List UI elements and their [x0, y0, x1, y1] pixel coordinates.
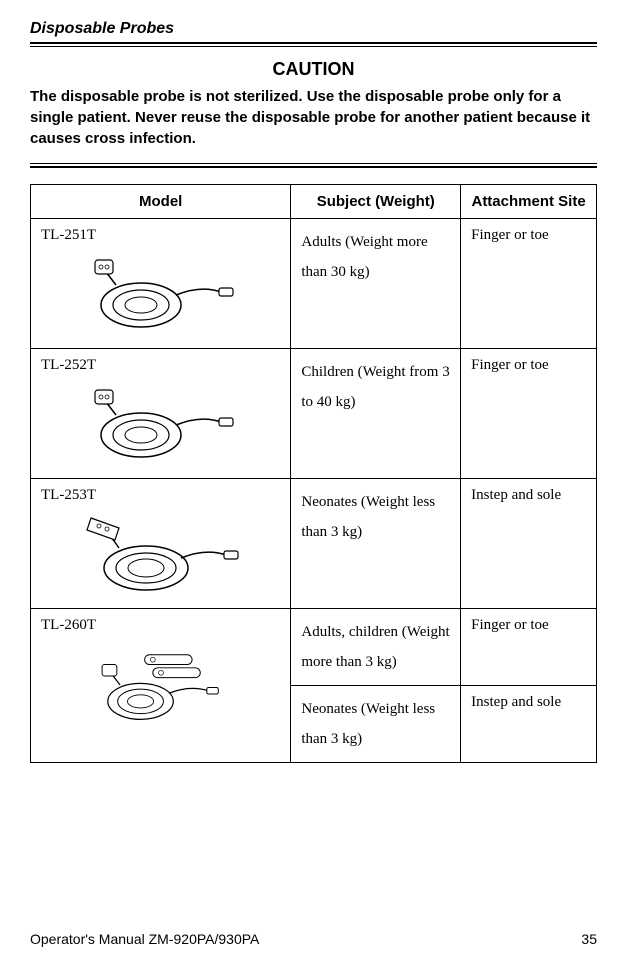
probe-table: Model Subject (Weight) Attachment Site T… — [30, 184, 597, 763]
probe-illustration — [41, 380, 280, 470]
cell-subject: Neonates (Weight less than 3 kg) — [291, 479, 461, 609]
footer-left: Operator's Manual ZM-920PA/930PA — [30, 931, 259, 947]
cell-subject: Adults (Weight more than 30 kg) — [291, 219, 461, 349]
header-model: Model — [31, 185, 291, 219]
cell-subject: Children (Weight from 3 to 40 kg) — [291, 349, 461, 479]
caution-heading: CAUTION — [30, 59, 597, 80]
cell-model: TL-251T — [31, 219, 291, 349]
cell-subject: Neonates (Weight less than 3 kg) — [291, 686, 461, 763]
probe-illustration — [41, 640, 280, 730]
cell-site: Instep and sole — [461, 686, 597, 763]
model-label: TL-253T — [41, 487, 96, 503]
table-row: TL-260T — [31, 609, 597, 686]
table-row: TL-252T Children (Weight from — [31, 349, 597, 479]
caution-end-rule-thick — [30, 166, 597, 168]
page-footer: Operator's Manual ZM-920PA/930PA 35 — [30, 931, 597, 947]
cell-model: TL-253T — [31, 479, 291, 609]
table-row: TL-251T Adults (Weight more th — [31, 219, 597, 349]
cell-site: Instep and sole — [461, 479, 597, 609]
header-site: Attachment Site — [461, 185, 597, 219]
probe-illustration — [41, 250, 280, 340]
cell-site: Finger or toe — [461, 349, 597, 479]
model-label: TL-252T — [41, 357, 96, 373]
page-title: Disposable Probes — [30, 20, 597, 38]
table-row: TL-253T Neonates (Weight less — [31, 479, 597, 609]
cell-site: Finger or toe — [461, 609, 597, 686]
model-label: TL-251T — [41, 227, 96, 243]
model-label: TL-260T — [41, 617, 96, 633]
footer-page-number: 35 — [581, 931, 597, 947]
table-header-row: Model Subject (Weight) Attachment Site — [31, 185, 597, 219]
title-rule-thick — [30, 42, 597, 44]
probe-illustration — [41, 510, 280, 600]
title-rule-thin — [30, 46, 597, 47]
cell-model: TL-260T — [31, 609, 291, 763]
header-subject: Subject (Weight) — [291, 185, 461, 219]
caution-end-rule-thin — [30, 163, 597, 164]
cell-subject: Adults, children (Weight more than 3 kg) — [291, 609, 461, 686]
cell-model: TL-252T — [31, 349, 291, 479]
cell-site: Finger or toe — [461, 219, 597, 349]
caution-text: The disposable probe is not sterilized. … — [30, 86, 597, 149]
